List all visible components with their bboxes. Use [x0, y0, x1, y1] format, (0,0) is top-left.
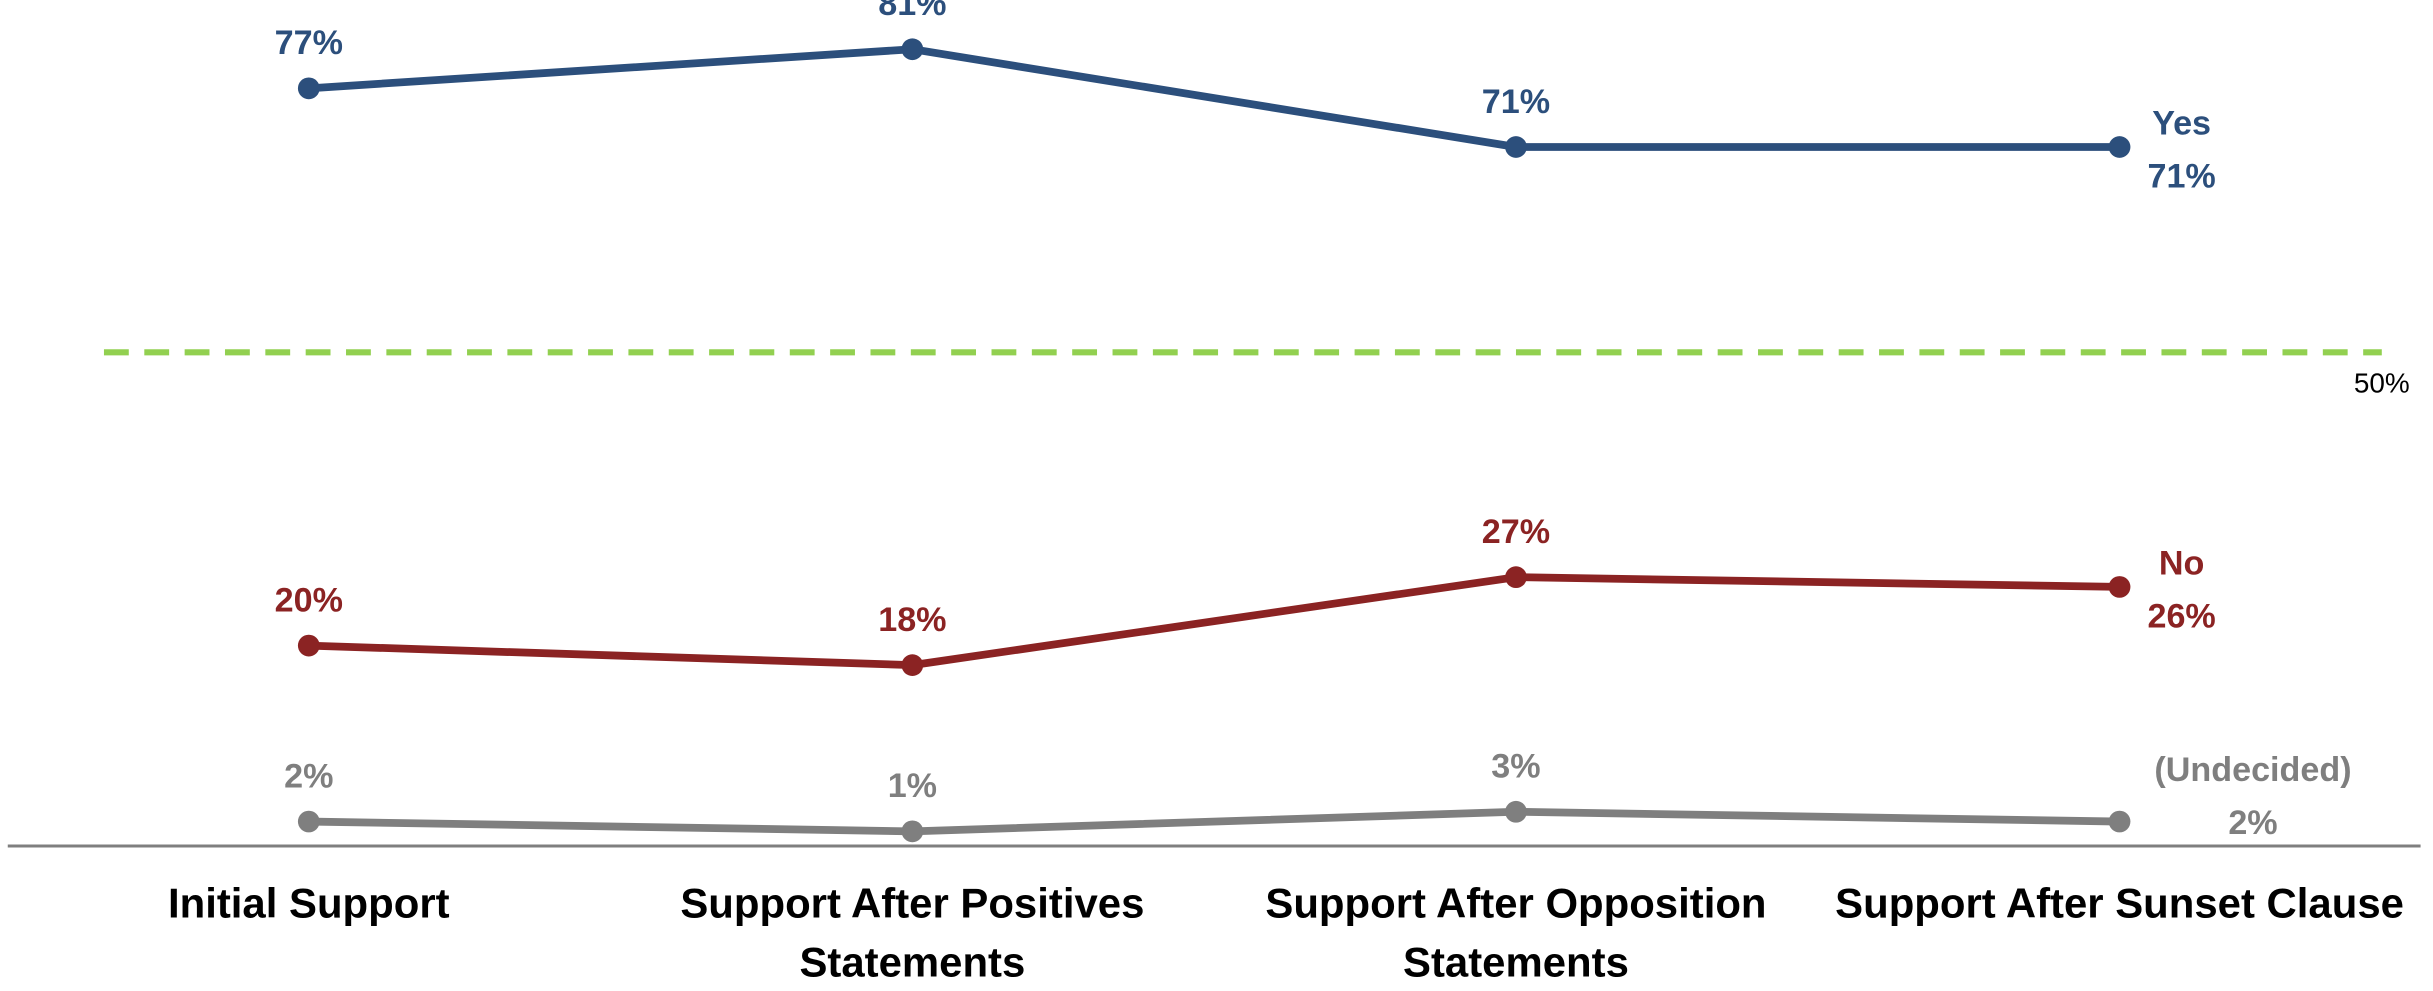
legend-label: No: [2159, 545, 2205, 583]
series-line: [308, 807, 2120, 836]
data-point: [2108, 810, 2131, 833]
x-tick-label-box: Support After Sunset Clause: [1835, 880, 2404, 927]
data-point: [297, 810, 320, 833]
reference-label: 50%: [2354, 368, 2410, 399]
data-label: 2%: [284, 757, 333, 795]
x-tick-label: Initial Support: [167, 880, 450, 927]
data-label: 81%: [878, 0, 946, 23]
data-point: [2108, 576, 2131, 598]
data-label: 20%: [275, 581, 343, 619]
data-point: [2108, 136, 2131, 158]
x-tick-label-box: Support After Opposition Statements: [1265, 880, 1767, 986]
data-label: 27%: [1482, 513, 1550, 551]
legend-label: (Undecided): [2154, 751, 2351, 789]
data-label: 26%: [2147, 597, 2215, 635]
data-label: 3%: [1491, 748, 1540, 786]
data-point: [901, 654, 924, 677]
x-tick-label: Support After Opposition Statements: [1265, 880, 1767, 986]
data-point: [1505, 800, 1527, 823]
x-tick-label: Support After Sunset Clause: [1835, 880, 2404, 927]
data-point: [901, 820, 924, 843]
x-tick-label: Support After Positives Statements: [680, 880, 1145, 986]
data-point: [297, 634, 320, 657]
data-label: 71%: [1482, 83, 1550, 121]
x-tick-label-box: Support After Positives Statements: [680, 880, 1145, 986]
series-line: [308, 45, 2120, 151]
data-label: 18%: [878, 601, 946, 639]
series-line: [308, 573, 2120, 670]
data-label: 71%: [2147, 157, 2215, 195]
data-point: [901, 38, 924, 61]
data-point: [1505, 136, 1527, 158]
data-point: [297, 77, 320, 100]
data-label: 1%: [888, 767, 937, 805]
legend-label: Yes: [2152, 105, 2211, 143]
data-label: 77%: [275, 24, 343, 62]
data-label: 2%: [2228, 804, 2277, 842]
data-point: [1505, 566, 1527, 589]
x-tick-label-box: Initial Support: [167, 880, 450, 927]
